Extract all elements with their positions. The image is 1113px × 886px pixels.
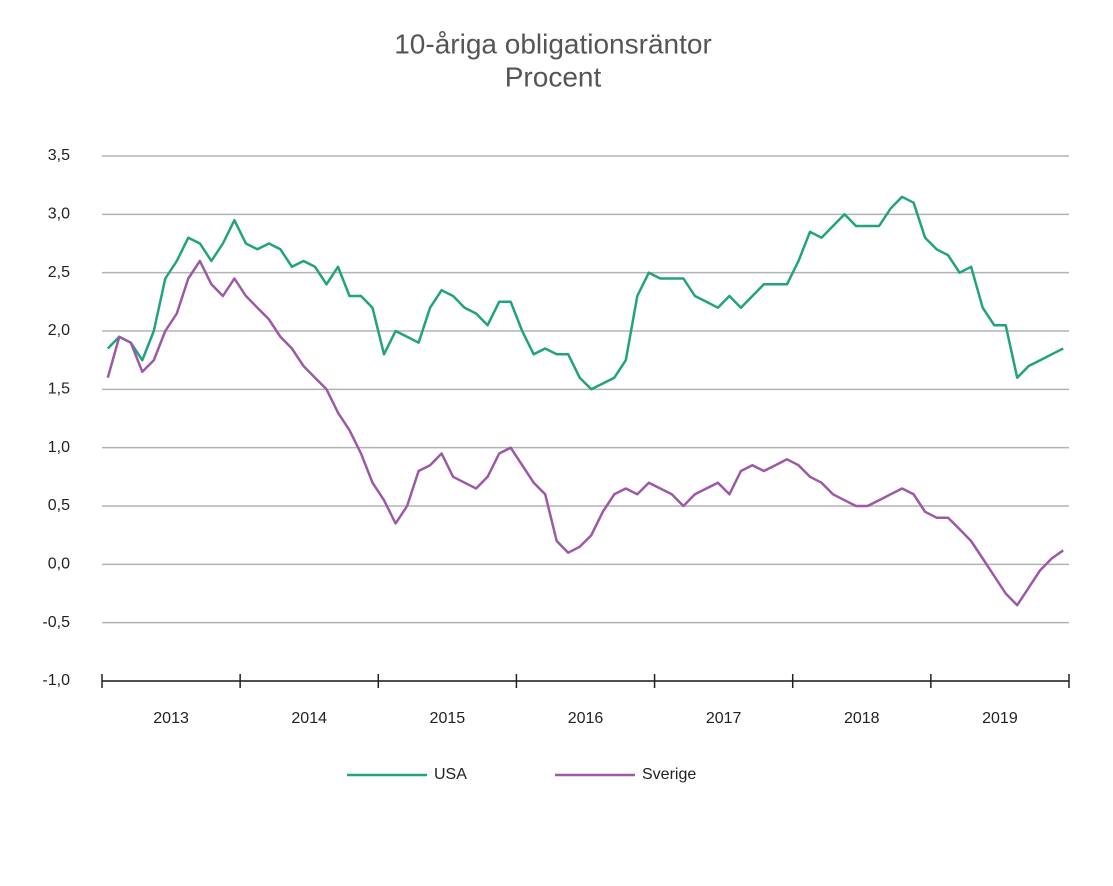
line-series (106, 259, 1064, 607)
x-tick-label: 2018 (844, 710, 880, 727)
chart-title: 10-åriga obligationsräntor (394, 28, 712, 59)
x-tick-label: 2019 (982, 710, 1018, 727)
y-tick-label: 3,5 (48, 147, 70, 164)
x-tick-label: 2014 (291, 710, 327, 727)
legend-label: Sverige (642, 766, 696, 783)
legend-label: USA (434, 766, 467, 783)
y-tick-label: 2,0 (48, 322, 70, 339)
x-tick-label: 2015 (430, 710, 466, 727)
y-tick-label: 2,5 (48, 264, 70, 281)
chart-subtitle: Procent (505, 61, 602, 92)
y-tick-label: -1,0 (42, 672, 70, 689)
line-series (106, 195, 1064, 391)
x-tick-label: 2017 (706, 710, 742, 727)
y-tick-label: 0,5 (48, 497, 70, 514)
y-tick-label: -0,5 (42, 614, 70, 631)
x-tick-label: 2013 (153, 710, 189, 727)
x-tick-label: 2016 (568, 710, 604, 727)
y-tick-label: 3,0 (48, 206, 70, 223)
y-tick-label: 0,0 (48, 556, 70, 573)
y-tick-label: 1,0 (48, 439, 70, 456)
y-tick-label: 1,5 (48, 381, 70, 398)
